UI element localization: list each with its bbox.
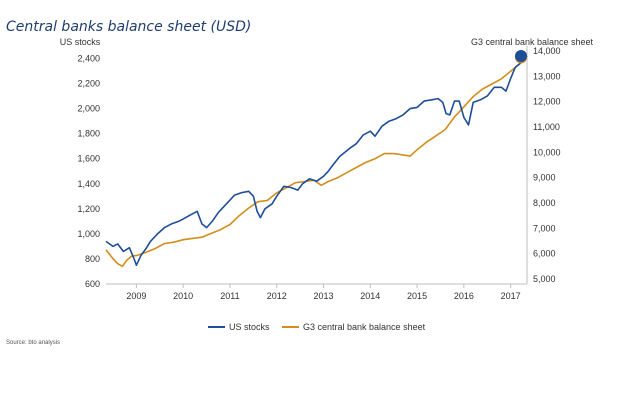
left-tick-label: 2,200 <box>77 79 100 89</box>
end-marker-us-stocks <box>515 50 527 63</box>
x-tick-label: 2011 <box>220 291 239 301</box>
x-tick-label: 2015 <box>407 291 427 301</box>
left-tick-label: 2,000 <box>77 104 100 114</box>
right-tick-label: 5,000 <box>533 274 556 284</box>
right-tick-label: 6,000 <box>533 249 556 259</box>
left-tick-label: 1,800 <box>77 129 100 139</box>
right-tick-label: 9,000 <box>533 173 556 183</box>
x-tick-label: 2013 <box>314 291 334 301</box>
left-tick-label: 1,400 <box>77 179 100 189</box>
series-line-g3-balance-sheet <box>105 56 528 268</box>
right-tick-label: 12,000 <box>533 97 561 107</box>
right-tick-label: 14,000 <box>533 46 561 56</box>
left-tick-label: 800 <box>85 254 100 264</box>
left-tick-label: 1,600 <box>77 154 100 164</box>
right-tick-label: 11,000 <box>533 122 560 132</box>
x-tick-label: 2014 <box>360 291 380 301</box>
right-tick-label: 10,000 <box>533 147 561 157</box>
left-tick-label: 600 <box>85 279 100 289</box>
left-tick-label: 1,200 <box>77 204 100 214</box>
source-note: Source: bto analysis <box>6 340 60 346</box>
left-tick-label: 2,400 <box>77 54 100 64</box>
series-layer <box>105 55 528 268</box>
left-tick-label: 1,000 <box>77 229 100 239</box>
series-line-us-stocks <box>105 55 528 267</box>
left-axis-ticks: 600 800 1,000 1,200 1,400 1,600 1,800 2,000 2,20… <box>77 54 100 289</box>
x-tick-label: 2017 <box>501 291 521 301</box>
x-tick-label: 2010 <box>173 291 193 301</box>
right-tick-label: 7,000 <box>533 223 556 233</box>
right-axis-label: G3 central bank balance sheet <box>471 37 594 47</box>
right-tick-label: 8,000 <box>533 198 556 208</box>
x-tick-label: 2016 <box>454 291 474 301</box>
x-tick-label: 2009 <box>126 291 146 301</box>
legend-label-us-stocks: US stocks <box>229 322 270 332</box>
x-axis-ticks: 2009 2010 2011 2012 2013 2014 2015 2016 2017 <box>126 284 521 301</box>
legend: US stocks G3 central bank balance sheet <box>208 322 426 332</box>
x-tick-label: 2012 <box>267 291 287 301</box>
end-markers <box>515 50 527 64</box>
right-axis-ticks: 5,000 6,000 7,000 8,000 9,000 10,000 11,000 12,… <box>533 46 561 284</box>
right-tick-label: 13,000 <box>533 71 561 81</box>
chart-title: Central banks balance sheet (USD) <box>6 19 251 35</box>
legend-label-g3-balance-sheet: G3 central bank balance sheet <box>303 322 426 332</box>
left-axis-label: US stocks <box>60 37 101 47</box>
